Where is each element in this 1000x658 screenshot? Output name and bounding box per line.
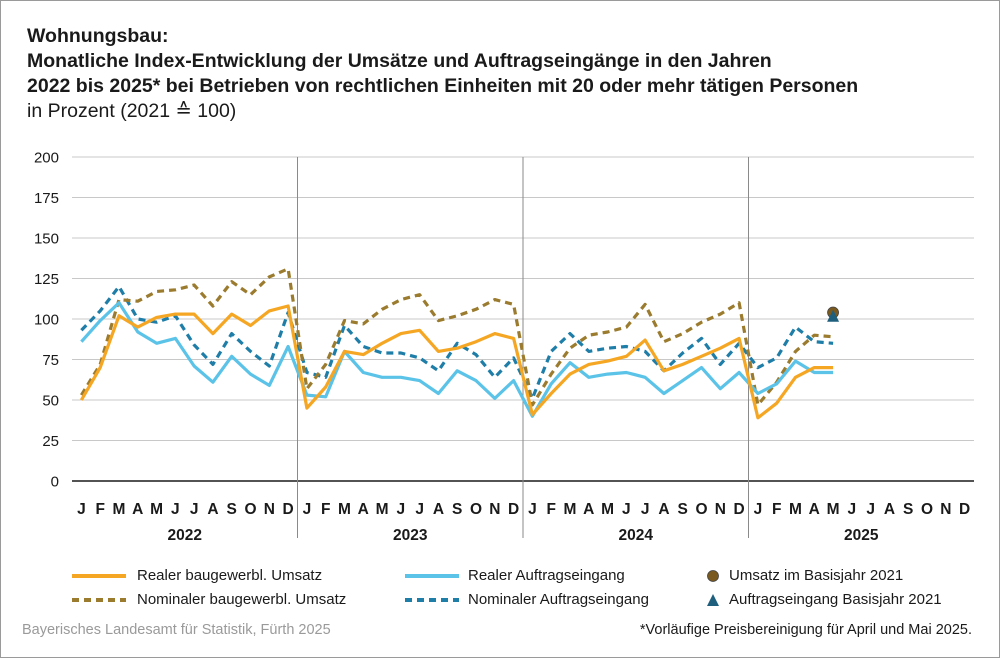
- y-tick-label-25: 25: [42, 433, 59, 450]
- x-tick-label: J: [397, 501, 406, 518]
- y-tick-label-50: 50: [42, 393, 59, 410]
- x-tick-label: J: [754, 501, 763, 518]
- x-tick-label: S: [227, 501, 237, 518]
- chart-title-line-2: Monatliche Index-Entwicklung der Umsätze…: [27, 50, 772, 72]
- x-tick-label: A: [658, 501, 669, 518]
- legend-label-basis-umsatz: Umsatz im Basisjahr 2021: [729, 567, 904, 584]
- chart-subtitle: in Prozent (2021 ≙ 100): [27, 100, 237, 122]
- source-note: Bayerisches Landesamt für Statistik, Für…: [22, 622, 331, 638]
- x-tick-label: D: [283, 501, 294, 518]
- x-tick-label: S: [452, 501, 462, 518]
- x-tick-label: A: [132, 501, 143, 518]
- x-year-label-2022: 2022: [168, 527, 202, 544]
- x-tick-label: N: [715, 501, 726, 518]
- x-tick-label: J: [171, 501, 180, 518]
- series-nominal-umsatz: [80, 267, 834, 407]
- x-tick-label: J: [303, 501, 312, 518]
- footnote: *Vorläufige Preisbereinigung für April u…: [639, 622, 972, 638]
- legend-swatch-real-auftrag: [405, 574, 459, 578]
- x-tick-label: A: [433, 501, 444, 518]
- x-tick-label: N: [264, 501, 275, 518]
- legend-marker-basis-auftrag: [707, 594, 719, 606]
- y-tick-label-200: 200: [34, 150, 59, 167]
- x-tick-label: J: [641, 501, 650, 518]
- x-tick-label: J: [415, 501, 424, 518]
- x-tick-label: M: [113, 501, 126, 518]
- x-tick-label: J: [77, 501, 86, 518]
- x-tick-label: M: [789, 501, 802, 518]
- y-tick-label-175: 175: [34, 190, 59, 207]
- x-tick-label: M: [376, 501, 389, 518]
- x-tick-label: O: [695, 501, 707, 518]
- x-tick-label: A: [358, 501, 369, 518]
- chart-title-line-1: Wohnungsbau:: [27, 25, 169, 47]
- x-year-label-2024: 2024: [619, 527, 654, 544]
- x-tick-label: F: [95, 501, 104, 518]
- x-tick-label: S: [678, 501, 688, 518]
- legend-swatch-nominal-auftrag: [405, 598, 459, 602]
- series-nominal-auftrag: [80, 285, 834, 400]
- x-tick-label: A: [207, 501, 218, 518]
- legend-label-nominal-umsatz: Nominaler baugewerbl. Umsatz: [137, 591, 347, 608]
- x-tick-label: M: [827, 501, 840, 518]
- legend-label-real-auftrag: Realer Auftragseingang: [468, 567, 625, 584]
- y-tick-label-0: 0: [51, 474, 59, 491]
- x-tick-label: F: [772, 501, 781, 518]
- x-tick-label: J: [528, 501, 537, 518]
- series-real-auftrag: [80, 301, 834, 418]
- legend-label-real-umsatz: Realer baugewerbl. Umsatz: [137, 567, 323, 584]
- x-tick-label: F: [321, 501, 330, 518]
- x-tick-label: M: [601, 501, 614, 518]
- legend-swatch-real-umsatz: [72, 574, 126, 578]
- x-year-label-2023: 2023: [393, 527, 428, 544]
- x-tick-label: D: [508, 501, 519, 518]
- x-tick-label: O: [470, 501, 482, 518]
- x-tick-label: J: [622, 501, 631, 518]
- x-tick-label: O: [921, 501, 933, 518]
- series-real-umsatz: [80, 304, 834, 420]
- y-tick-label-75: 75: [42, 352, 59, 369]
- x-year-label-2025: 2025: [844, 527, 879, 544]
- x-tick-label: A: [884, 501, 895, 518]
- x-tick-label: A: [583, 501, 594, 518]
- x-tick-label: A: [809, 501, 820, 518]
- marker-basis-auftrag: [827, 309, 840, 322]
- x-tick-label: J: [866, 501, 875, 518]
- legend-marker-basis-umsatz: [707, 570, 719, 582]
- x-tick-label: M: [564, 501, 577, 518]
- x-tick-label: J: [848, 501, 857, 518]
- x-tick-label: S: [903, 501, 913, 518]
- y-tick-label-100: 100: [34, 312, 59, 329]
- x-tick-label: J: [190, 501, 199, 518]
- x-tick-label: D: [734, 501, 745, 518]
- x-tick-label: N: [940, 501, 951, 518]
- x-tick-label: F: [546, 501, 555, 518]
- legend-label-basis-auftrag: Auftragseingang Basisjahr 2021: [729, 591, 942, 608]
- x-tick-label: D: [959, 501, 970, 518]
- title-block: Wohnungsbau: Monatliche Index-Entwicklun…: [27, 24, 858, 124]
- x-tick-label: O: [244, 501, 256, 518]
- chart-title-line-3: 2022 bis 2025* bei Betrieben von rechtli…: [27, 75, 859, 97]
- legend-swatch-nominal-umsatz: [72, 598, 126, 602]
- x-tick-label: N: [489, 501, 500, 518]
- y-tick-label-125: 125: [34, 271, 59, 288]
- x-tick-label: M: [338, 501, 351, 518]
- legend-label-nominal-auftrag: Nominaler Auftragseingang: [468, 591, 649, 608]
- y-tick-label-150: 150: [34, 231, 59, 248]
- x-tick-label: M: [150, 501, 163, 518]
